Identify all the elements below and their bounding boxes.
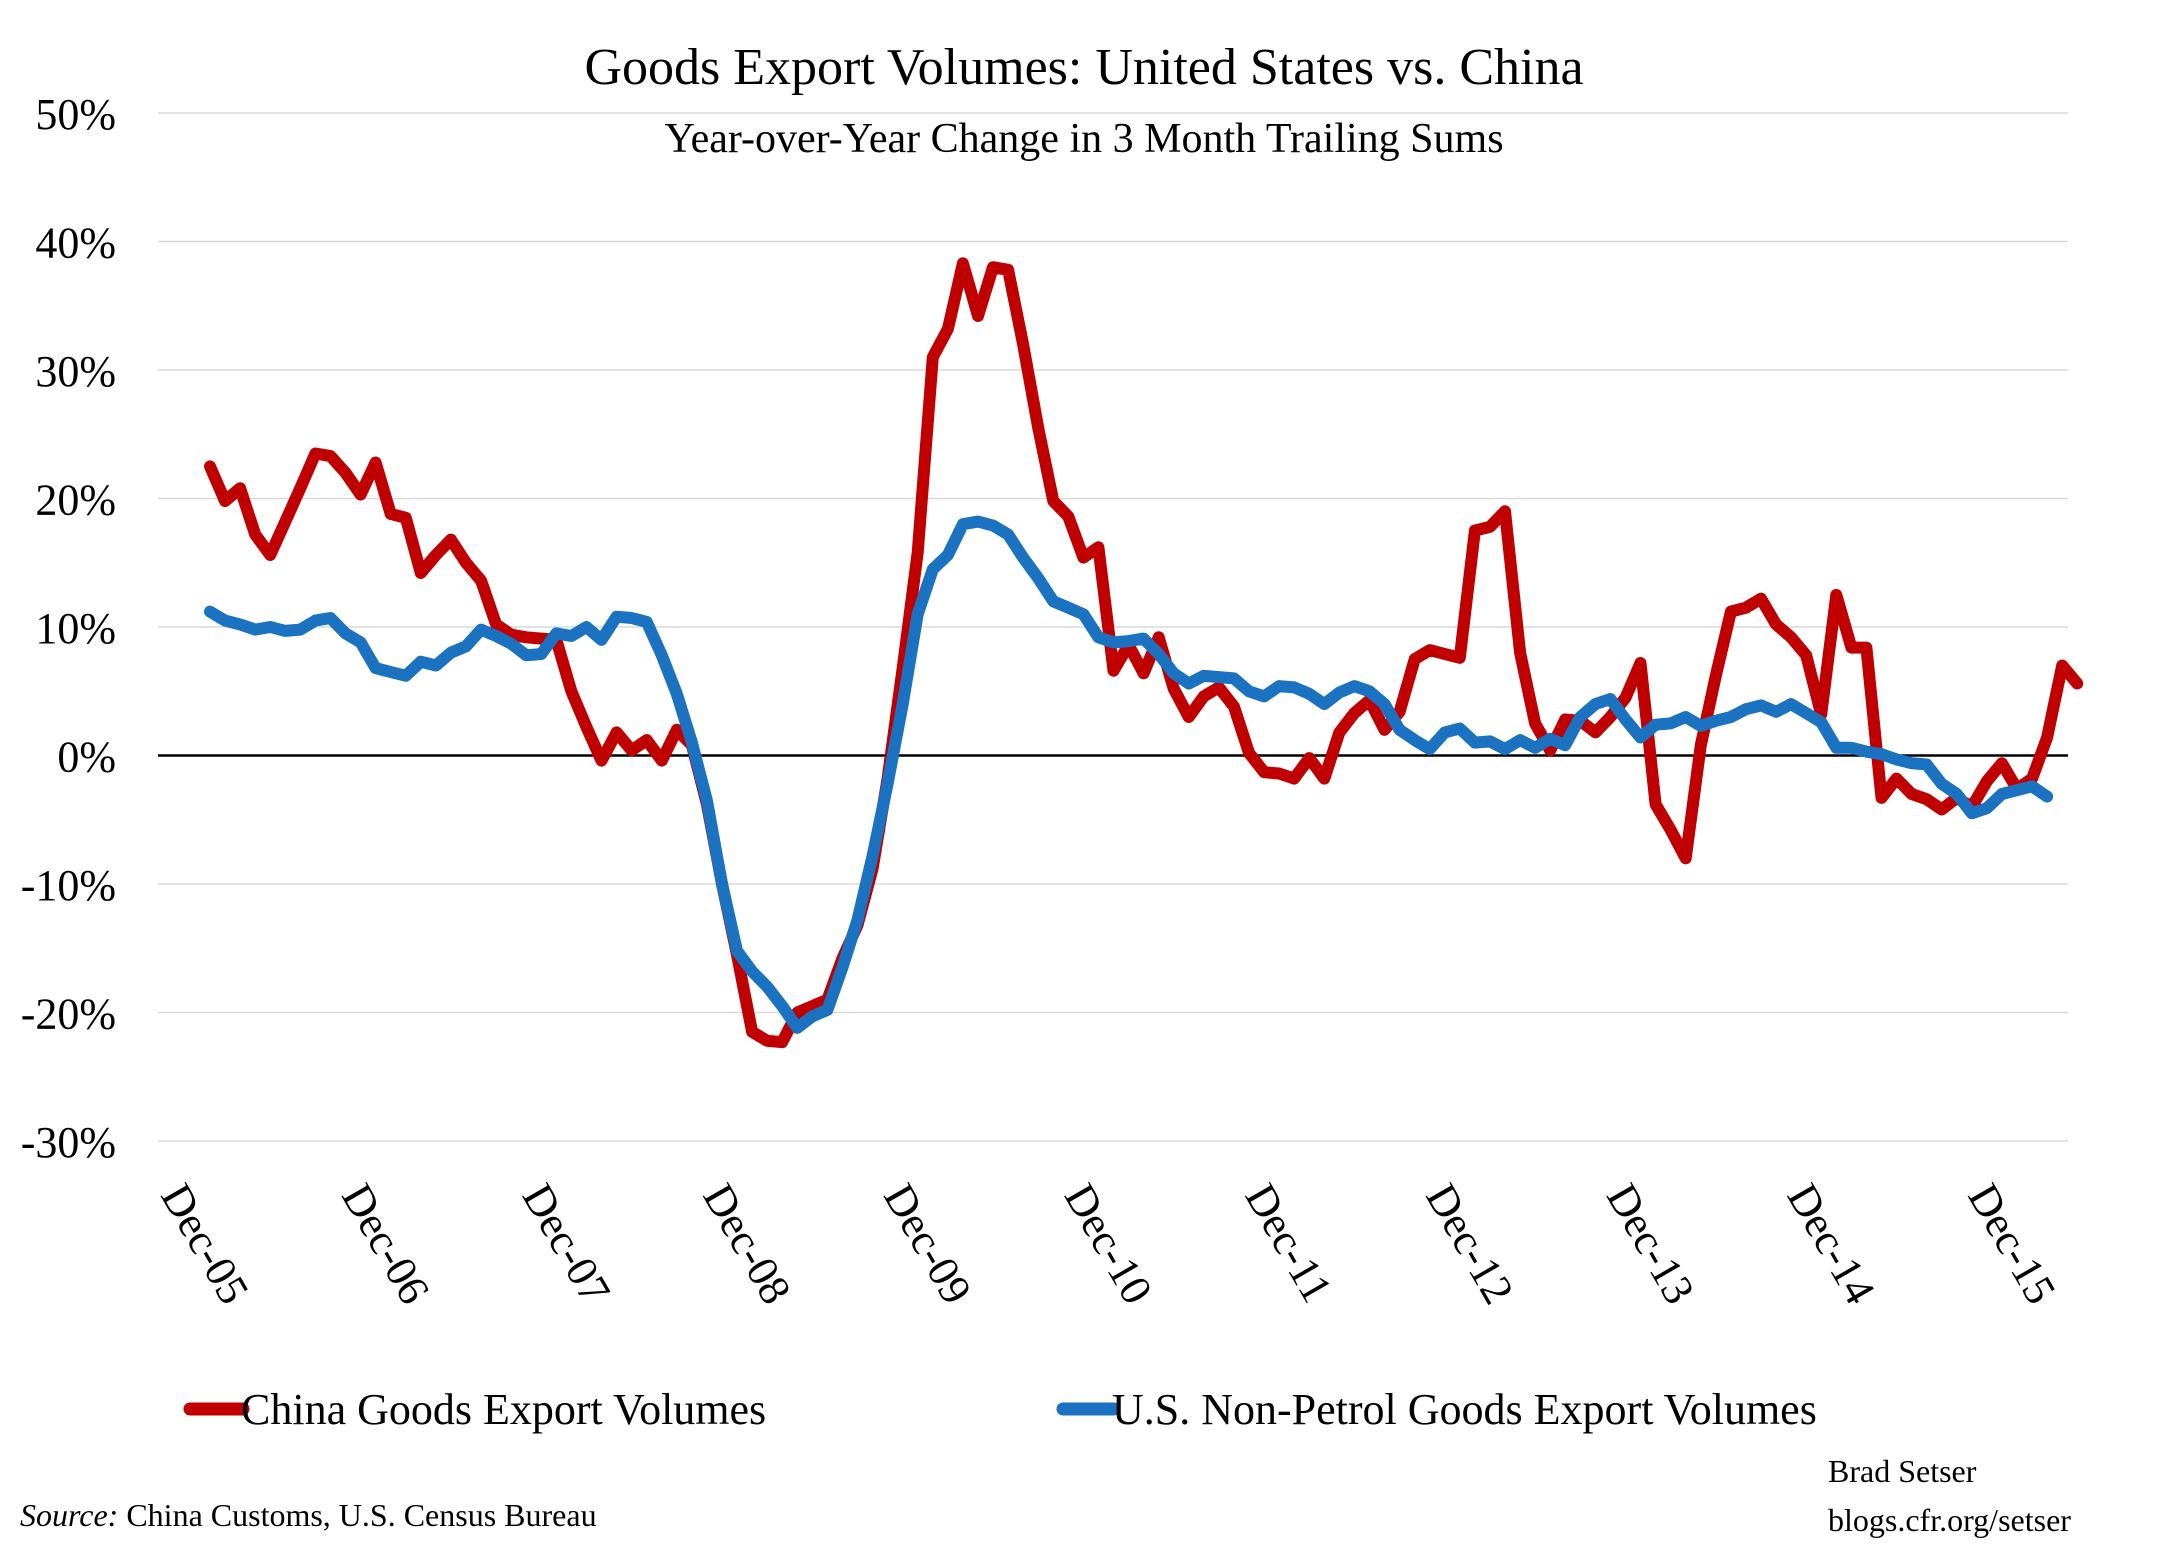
y-tick-label: 30% [35,347,116,396]
credit-author: Brad Setser [1828,1453,1977,1489]
y-tick-label: -30% [21,1118,116,1167]
legend-label-china: China Goods Export Volumes [241,1385,766,1434]
y-tick-label: 20% [35,476,116,525]
series-line-china [204,257,2084,1049]
y-tick-label: 10% [35,604,116,653]
credit-url: blogs.cfr.org/setser [1828,1502,2071,1538]
series-lines [204,257,2084,1049]
y-tick-label: 50% [35,90,116,139]
y-axis-ticks: 50% 40% 30% 20% 10% 0% -10% -20% -30% [21,90,116,1167]
legend-label-us: U.S. Non-Petrol Goods Export Volumes [1112,1385,1817,1434]
source-text: China Customs, U.S. Census Bureau [126,1497,596,1533]
y-tick-label: 40% [35,219,116,268]
y-tick-label: 0% [57,733,116,782]
series-line-us [204,515,2054,1034]
y-tick-label: -20% [21,990,116,1039]
chart-subtitle: Year-over-Year Change in 3 Month Trailin… [664,116,1503,162]
legend: China Goods Export Volumes U.S. Non-Petr… [183,1385,1817,1434]
source-note: Source: China Customs, U.S. Census Bureau [20,1497,597,1533]
chart-title: Goods Export Volumes: United States vs. … [584,39,1583,96]
source-label: Source: [20,1497,118,1533]
y-tick-label: -10% [21,861,116,910]
